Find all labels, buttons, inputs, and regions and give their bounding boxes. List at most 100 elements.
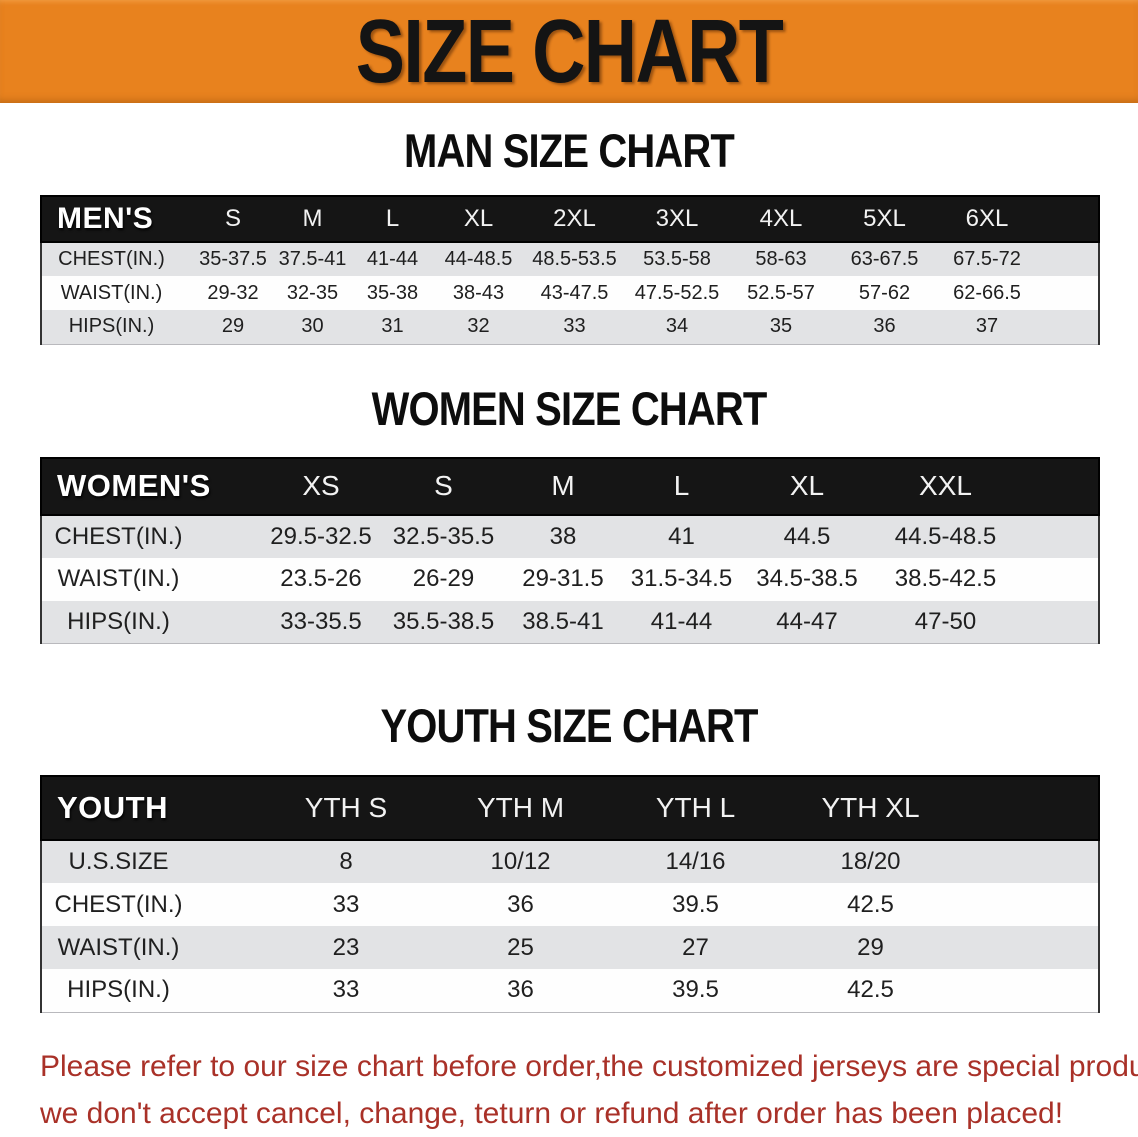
column-header: M xyxy=(302,205,323,232)
cell-value: 42.5 xyxy=(847,976,894,1004)
disclaimer-line-2: we don't accept cancel, change, teturn o… xyxy=(40,1096,1064,1130)
women-size-section: WOMEN SIZE CHART WOMEN'S XS S M L XL XXL CHEST(… xyxy=(0,381,1138,644)
table-row: CHEST(IN.) 35-37.5 37.5-41 41-44 44-48.5 48.5… xyxy=(41,242,1099,276)
table-row: CHEST(IN.) 33 36 39.5 42.5 xyxy=(41,883,1099,926)
row-label: HIPS(IN.) xyxy=(67,607,170,635)
cell-value: 44-47 xyxy=(776,607,838,635)
table-row: HIPS(IN.) 33-35.5 35.5-38.5 38.5-41 41-44 44-… xyxy=(41,600,1099,644)
youth-size-table-wrap: YOUTH YTH S YTH M YTH L YTH XL U.S.SIZE 8 10/12… xyxy=(40,775,1100,1013)
cell-value: 35.5-38.5 xyxy=(392,607,495,635)
cell-value: 29.5-32.5 xyxy=(270,522,372,550)
cell-value: 34.5-38.5 xyxy=(756,565,858,592)
table-row: CHEST(IN.) 29.5-32.5 32.5-35.5 38 41 44.5 44.5… xyxy=(41,514,1099,558)
banner: SIZE CHART xyxy=(0,0,1138,103)
row-label: WAIST(IN.) xyxy=(57,933,180,961)
column-header: L xyxy=(385,205,400,232)
row-label: WAIST(IN.) xyxy=(57,565,180,592)
cell-value: 36 xyxy=(507,890,534,918)
column-header: YTH L xyxy=(655,792,736,823)
cell-value: 42.5 xyxy=(847,890,894,918)
page-title: SIZE CHART xyxy=(355,1,784,102)
women-size-table-wrap: WOMEN'S XS S M L XL XXL CHEST(IN.) 29.5-32.5 32.5… xyxy=(40,456,1100,644)
cell-value: 48.5-53.5 xyxy=(532,248,617,270)
table-corner-label: YOUTH xyxy=(57,790,168,825)
cell-value: 41-44 xyxy=(650,607,713,635)
cell-value: 27 xyxy=(682,933,709,961)
row-label: CHEST(IN.) xyxy=(58,248,165,270)
cell-value: 47.5-52.5 xyxy=(634,281,720,304)
cell-value: 35-38 xyxy=(366,281,419,304)
column-header: 6XL xyxy=(965,205,1009,232)
cell-value: 41-44 xyxy=(366,248,419,270)
cell-value: 23 xyxy=(332,933,360,961)
cell-value: 35-37.5 xyxy=(199,248,267,270)
table-row: HIPS(IN.) 33 36 39.5 42.5 xyxy=(41,969,1099,1012)
column-header: YTH M xyxy=(476,792,565,823)
row-label: HIPS(IN.) xyxy=(68,315,155,338)
cell-value: 33 xyxy=(332,890,360,918)
table-corner-label: WOMEN'S xyxy=(57,468,211,503)
cell-value: 26-29 xyxy=(412,565,475,592)
row-label: HIPS(IN.) xyxy=(67,976,170,1004)
column-header: XS xyxy=(302,470,340,501)
youth-size-section: YOUTH SIZE CHART YOUTH YTH S YTH M YTH L YTH… xyxy=(0,702,1138,1013)
youth-section-title: YOUTH SIZE CHART xyxy=(380,699,758,752)
men-section-title: MAN SIZE CHART xyxy=(404,124,735,177)
table-header-row: MEN'S S M L XL 2XL 3XL 4XL 5XL 6XL xyxy=(41,196,1099,242)
youth-size-table: YOUTH YTH S YTH M YTH L YTH XL U.S.SIZE 8 10/12… xyxy=(40,775,1100,1013)
table-row: WAIST(IN.) 23.5-26 26-29 29-31.5 31.5-34.5 34… xyxy=(41,557,1099,601)
disclaimer: Please refer to our size chart before or… xyxy=(40,1043,1138,1137)
cell-value: 25 xyxy=(507,933,534,961)
cell-value: 36 xyxy=(507,976,534,1004)
cell-value: 31 xyxy=(381,315,404,338)
column-header: XL xyxy=(463,205,494,232)
column-header: 4XL xyxy=(759,205,803,232)
column-header: XL xyxy=(789,470,825,501)
cell-value: 33-35.5 xyxy=(280,607,362,635)
column-header: 2XL xyxy=(553,205,596,232)
cell-value: 44.5 xyxy=(783,522,831,550)
cell-value: 67.5-72 xyxy=(953,248,1021,270)
cell-value: 33 xyxy=(332,976,360,1004)
cell-value: 37 xyxy=(975,315,999,338)
cell-value: 29-32 xyxy=(207,281,259,304)
cell-value: 36 xyxy=(873,315,896,338)
men-size-table-wrap: MEN'S S M L XL 2XL 3XL 4XL 5XL 6XL CHEST(IN.) 35-37… xyxy=(40,195,1100,345)
cell-value: 33 xyxy=(563,315,586,338)
cell-value: 44-48.5 xyxy=(444,248,513,270)
row-label: CHEST(IN.) xyxy=(54,890,183,918)
row-label: WAIST(IN.) xyxy=(60,281,163,304)
column-header: YTH XL xyxy=(821,792,920,823)
column-header: S xyxy=(434,470,453,501)
column-header: S xyxy=(224,205,241,232)
cell-value: 58-63 xyxy=(755,248,807,270)
column-header: L xyxy=(673,470,690,501)
column-header: 5XL xyxy=(863,205,906,232)
column-header: 3XL xyxy=(655,205,699,232)
cell-value: 41 xyxy=(668,522,695,550)
cell-value: 8 xyxy=(339,848,353,875)
row-label: U.S.SIZE xyxy=(68,848,169,875)
cell-value: 38-43 xyxy=(452,281,505,304)
cell-value: 47-50 xyxy=(914,607,977,635)
cell-value: 31.5-34.5 xyxy=(630,565,733,592)
cell-value: 37.5-41 xyxy=(278,248,347,270)
cell-value: 29 xyxy=(221,315,245,338)
table-row: WAIST(IN.) 29-32 32-35 35-38 38-43 43-47.5 47.… xyxy=(41,276,1099,310)
women-size-table: WOMEN'S XS S M L XL XXL CHEST(IN.) 29.5-32.5 32.5… xyxy=(40,456,1100,644)
women-section-title: WOMEN SIZE CHART xyxy=(371,381,768,435)
cell-value: 53.5-58 xyxy=(643,248,711,270)
cell-value: 63-67.5 xyxy=(850,248,919,270)
cell-value: 39.5 xyxy=(672,976,719,1004)
cell-value: 43-47.5 xyxy=(540,281,609,304)
men-size-table: MEN'S S M L XL 2XL 3XL 4XL 5XL 6XL CHEST(IN.) 35-37… xyxy=(40,195,1100,345)
cell-value: 14/16 xyxy=(665,848,726,875)
column-header: M xyxy=(551,470,575,501)
cell-value: 32-35 xyxy=(286,281,339,304)
cell-value: 35 xyxy=(769,315,793,338)
cell-value: 29-31.5 xyxy=(522,565,604,592)
cell-value: 30 xyxy=(301,315,324,338)
table-row: U.S.SIZE 8 10/12 14/16 18/20 xyxy=(41,840,1099,883)
men-size-section: MAN SIZE CHART MEN'S S M L XL 2XL 3XL 4XL 5XL 6XL… xyxy=(0,127,1138,345)
table-header-row: YOUTH YTH S YTH M YTH L YTH XL xyxy=(41,776,1099,840)
